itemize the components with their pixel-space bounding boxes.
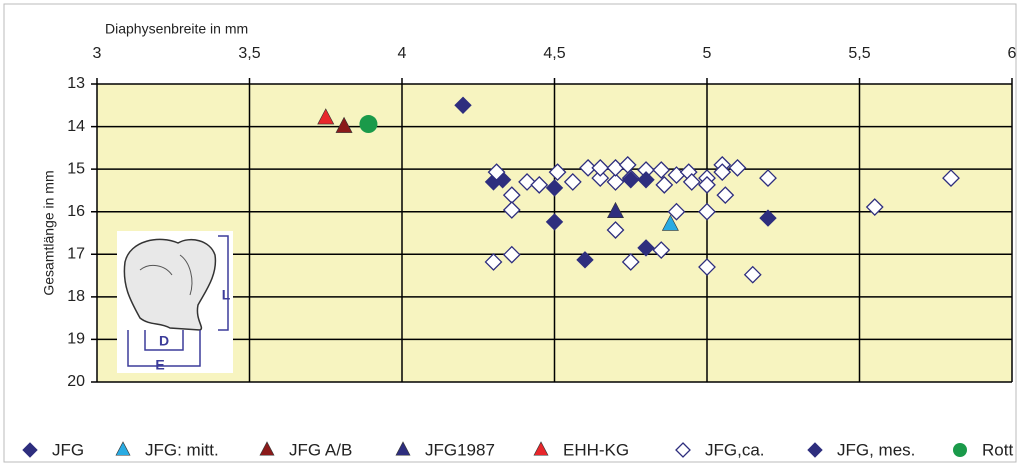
point [548, 163, 567, 182]
y-tick-label: 20 [67, 373, 85, 390]
point [606, 221, 625, 239]
legend-marker [395, 441, 411, 456]
point [667, 202, 686, 221]
legend-label: JFG,ca. [705, 440, 765, 459]
point [716, 186, 735, 205]
point [698, 258, 716, 276]
point [652, 241, 671, 259]
point [698, 202, 716, 221]
point [606, 172, 625, 191]
point [317, 108, 335, 125]
point [661, 214, 679, 231]
x-tick-label: 4,5 [543, 45, 565, 62]
legend-label: JFG, mes. [837, 440, 915, 459]
y-tick-label: 15 [67, 160, 85, 177]
point [759, 169, 777, 188]
bracket-e [127, 330, 201, 367]
point [621, 253, 640, 271]
x-tick-label: 5 [703, 45, 712, 62]
annotation: L [222, 287, 231, 303]
bone-detail [139, 254, 193, 296]
point [530, 175, 549, 194]
x-tick-label: 3,5 [238, 45, 260, 62]
legend-label: JFG: mitt. [145, 440, 219, 459]
point [591, 158, 610, 177]
x-tick-label: 6 [1008, 45, 1017, 62]
bracket-l [218, 235, 229, 331]
x-tick-label: 3 [93, 45, 102, 62]
inset-figure: L D E [117, 231, 233, 373]
point [637, 239, 655, 257]
point [545, 179, 564, 197]
point [865, 198, 884, 216]
y-tick-label: 16 [67, 203, 85, 220]
y-axis-title: Gesamtlänge in mm [41, 170, 57, 295]
legend-marker [22, 442, 38, 458]
point [545, 213, 564, 231]
bracket-d [144, 330, 184, 351]
point [454, 96, 472, 114]
legend-label: Rott [982, 440, 1013, 459]
point [942, 169, 960, 188]
point [743, 265, 762, 284]
point [637, 171, 655, 189]
legend-marker [259, 441, 275, 456]
grid [91, 78, 1013, 383]
point [518, 172, 536, 191]
point [591, 169, 610, 188]
point [759, 209, 777, 227]
x-tick-label: 4 [398, 45, 407, 62]
marks [317, 96, 960, 284]
point [655, 175, 674, 194]
point [682, 172, 701, 191]
y-tick-label: 14 [67, 118, 85, 135]
point [487, 163, 506, 182]
annotation: E [155, 357, 164, 373]
legend-label: JFG1987 [425, 440, 495, 459]
legend-marker [675, 442, 691, 458]
frame [3, 3, 1017, 463]
point [713, 163, 732, 182]
y-tick-label: 13 [67, 75, 85, 92]
legend-marker [115, 441, 131, 456]
y-tick-label: 18 [67, 288, 85, 305]
legend-marker [533, 441, 549, 456]
point [502, 245, 521, 264]
point [579, 158, 597, 177]
point [502, 201, 521, 219]
bone-drawing [123, 238, 217, 331]
point [563, 172, 582, 191]
legend-label: JFG A/B [289, 440, 352, 459]
point [576, 251, 594, 269]
x-tick-label: 5,5 [848, 45, 870, 62]
point [607, 201, 624, 219]
point [698, 175, 716, 194]
y-tick-label: 19 [67, 331, 85, 348]
legend-label: EHH-KG [563, 440, 629, 459]
point [728, 158, 747, 177]
point [359, 115, 378, 134]
y-tick-label: 17 [67, 246, 85, 263]
point [652, 161, 671, 179]
point [622, 171, 640, 189]
legend-marker [953, 443, 967, 457]
legend-marker [807, 442, 823, 458]
point [335, 116, 353, 133]
legend-label: JFG [52, 440, 84, 459]
point [484, 253, 503, 271]
x-axis-title: Diaphysenbreite in mm [105, 21, 248, 37]
annotation: D [159, 333, 169, 349]
